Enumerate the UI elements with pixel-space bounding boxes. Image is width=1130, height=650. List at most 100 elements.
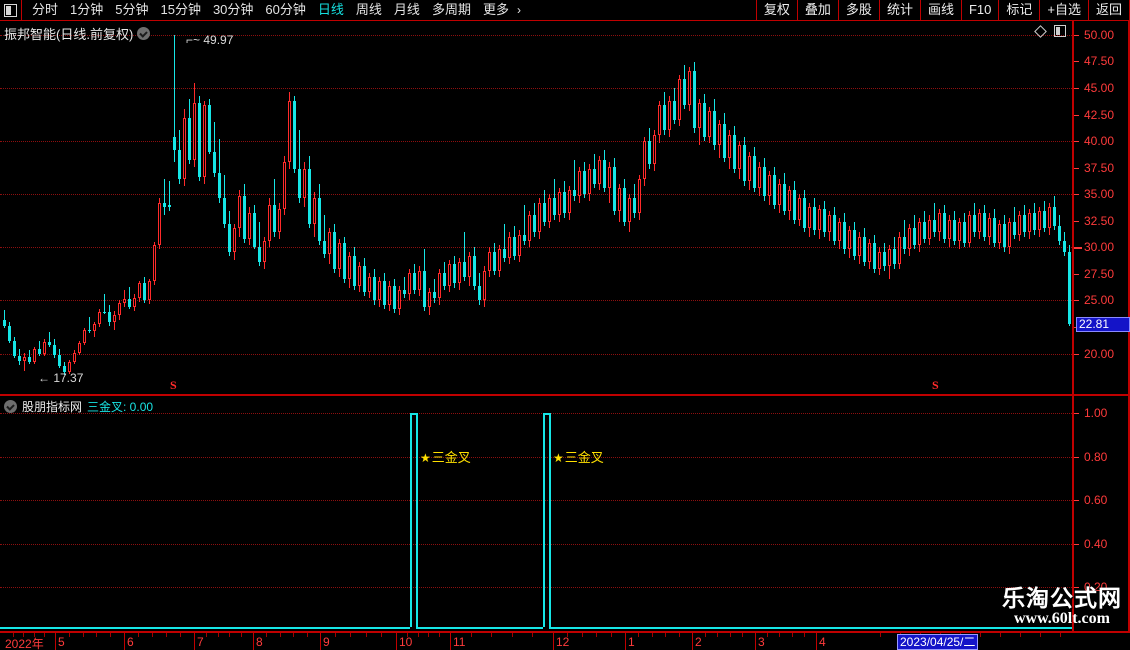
indicator-panel[interactable]: 股朋指标网 三金叉: 0.00 ★ 三金叉 ★ 三金叉 0.20 0.40 0.60 0.8…	[0, 396, 1130, 631]
candle-body	[563, 192, 566, 214]
candle-body	[318, 198, 321, 241]
toolbar-button-7[interactable]: +自选	[1039, 0, 1088, 20]
x-minor-tick	[567, 633, 568, 637]
candlestick	[1048, 202, 1051, 235]
circle-chevron-down-icon[interactable]	[137, 27, 151, 40]
candle-body	[948, 219, 951, 239]
candle-wick	[259, 221, 260, 267]
candlestick	[133, 294, 136, 312]
candle-body	[408, 272, 411, 295]
split-square-icon	[4, 3, 17, 17]
toolbar-button-2[interactable]: 多股	[837, 0, 879, 20]
period-tab-7[interactable]: 周线	[355, 2, 382, 17]
candlestick	[843, 213, 846, 254]
candle-body	[393, 285, 396, 309]
candlestick	[198, 96, 201, 182]
candle-body	[808, 206, 811, 229]
split-square-icon[interactable]	[1054, 25, 1066, 37]
candle-body	[658, 104, 661, 135]
candle-body	[668, 100, 671, 131]
candlestick	[43, 338, 46, 356]
candlestick	[858, 232, 861, 265]
toolbar-button-8[interactable]: 返回	[1087, 0, 1130, 20]
toolbar-button-5[interactable]: F10	[960, 0, 998, 20]
period-tab-4[interactable]: 30分钟	[212, 2, 254, 17]
indicator-y-axis[interactable]: 0.20 0.40 0.60 0.80 1.00	[1072, 396, 1130, 631]
candlestick	[743, 136, 746, 186]
candle-body	[423, 270, 426, 307]
candlestick	[358, 262, 361, 292]
candlestick	[468, 251, 471, 286]
indicator-tick-mark	[1074, 500, 1079, 502]
toolbar-button-6[interactable]: 标记	[998, 0, 1039, 20]
x-minor-tick	[335, 633, 336, 637]
indicator-header[interactable]: 股朋指标网 三金叉: 0.00	[4, 398, 153, 415]
period-tab-1[interactable]: 1分钟	[70, 2, 104, 17]
candle-body	[323, 240, 326, 254]
candlestick	[633, 183, 636, 218]
price-tick-label: 35.00	[1084, 187, 1115, 202]
candlestick	[368, 272, 371, 299]
candle-body	[123, 299, 126, 303]
x-minor-tick	[407, 633, 408, 637]
candle-body	[458, 262, 461, 284]
candlestick	[503, 223, 506, 263]
x-minor-tick	[241, 633, 242, 637]
panel-divider	[0, 394, 1130, 396]
period-tab-8[interactable]: 月线	[393, 2, 420, 17]
candle-body	[373, 277, 376, 301]
candle-body	[348, 255, 351, 280]
price-tick-mark	[1074, 61, 1079, 63]
price-y-axis[interactable]: 50.00 47.50 45.00 42.50 40.00 37.50 35.00 32.50…	[1072, 21, 1130, 394]
price-tick-label: 30.00	[1084, 240, 1115, 255]
period-tab-2[interactable]: 5分钟	[115, 2, 149, 17]
candle-body	[103, 312, 106, 314]
candlestick	[698, 98, 701, 146]
candlestick	[1058, 215, 1061, 246]
period-tab-10[interactable]: 更多	[482, 2, 509, 17]
diamond-icon[interactable]	[1034, 24, 1047, 38]
chart-title-label: 振邦智能(日线.前复权)	[4, 27, 134, 42]
x-axis[interactable]: 2022年 5 6 7 8 9 10 11 12 1 2 3 4 2023/04/25/二	[0, 631, 1130, 650]
toolbar-button-0[interactable]: 复权	[755, 0, 797, 20]
layout-toggle-button[interactable]	[0, 0, 22, 20]
toolbar-button-4[interactable]: 画线	[919, 0, 961, 20]
candlestick	[458, 257, 461, 290]
chart-title[interactable]: 振邦智能(日线.前复权)	[4, 24, 151, 43]
candle-body	[78, 342, 81, 353]
x-minor-tick	[596, 633, 597, 637]
circle-chevron-down-icon[interactable]	[4, 400, 17, 413]
x-minor-tick	[679, 633, 680, 637]
indicator-plot-area[interactable]: ★ 三金叉 ★ 三金叉	[0, 396, 1072, 631]
indicator-tick-mark	[1074, 543, 1079, 545]
candle-body	[858, 236, 861, 256]
period-tab-3[interactable]: 15分钟	[160, 2, 201, 17]
current-price-badge[interactable]: 22.81	[1076, 316, 1130, 332]
period-tab-5[interactable]: 60分钟	[265, 2, 306, 17]
candlestick	[983, 204, 986, 241]
x-tick-label: 11	[453, 635, 466, 649]
selected-date-badge[interactable]: 2023/04/25/二	[897, 634, 979, 650]
candlestick	[533, 202, 536, 237]
x-minor-tick	[180, 633, 181, 637]
candlestick	[433, 279, 436, 303]
x-minor-tick	[730, 633, 731, 637]
price-tick-mark	[1074, 114, 1079, 116]
candle-body	[228, 223, 231, 252]
period-tab-9[interactable]: 多周期	[431, 2, 471, 17]
x-minor-tick	[532, 633, 533, 637]
more-chevron-icon[interactable]: ›	[516, 3, 521, 17]
candle-body	[478, 285, 481, 301]
candle-body	[963, 221, 966, 244]
candle-body	[713, 111, 716, 146]
period-tab-6[interactable]: 日线	[317, 2, 344, 17]
price-plot-area[interactable]: ⌐~ 49.97 ← 17.37 S S	[0, 21, 1072, 394]
period-tab-0[interactable]: 分时	[32, 2, 59, 17]
price-panel[interactable]: 振邦智能(日线.前复权) ⌐~ 49.97 ← 17.37 S S 50.00 47…	[0, 21, 1130, 394]
candlestick	[203, 100, 206, 184]
toolbar-button-3[interactable]: 统计	[878, 0, 920, 20]
candlestick	[733, 126, 736, 173]
price-tick-mark	[1074, 353, 1079, 355]
toolbar-button-1[interactable]: 叠加	[796, 0, 838, 20]
candle-body	[933, 219, 936, 233]
